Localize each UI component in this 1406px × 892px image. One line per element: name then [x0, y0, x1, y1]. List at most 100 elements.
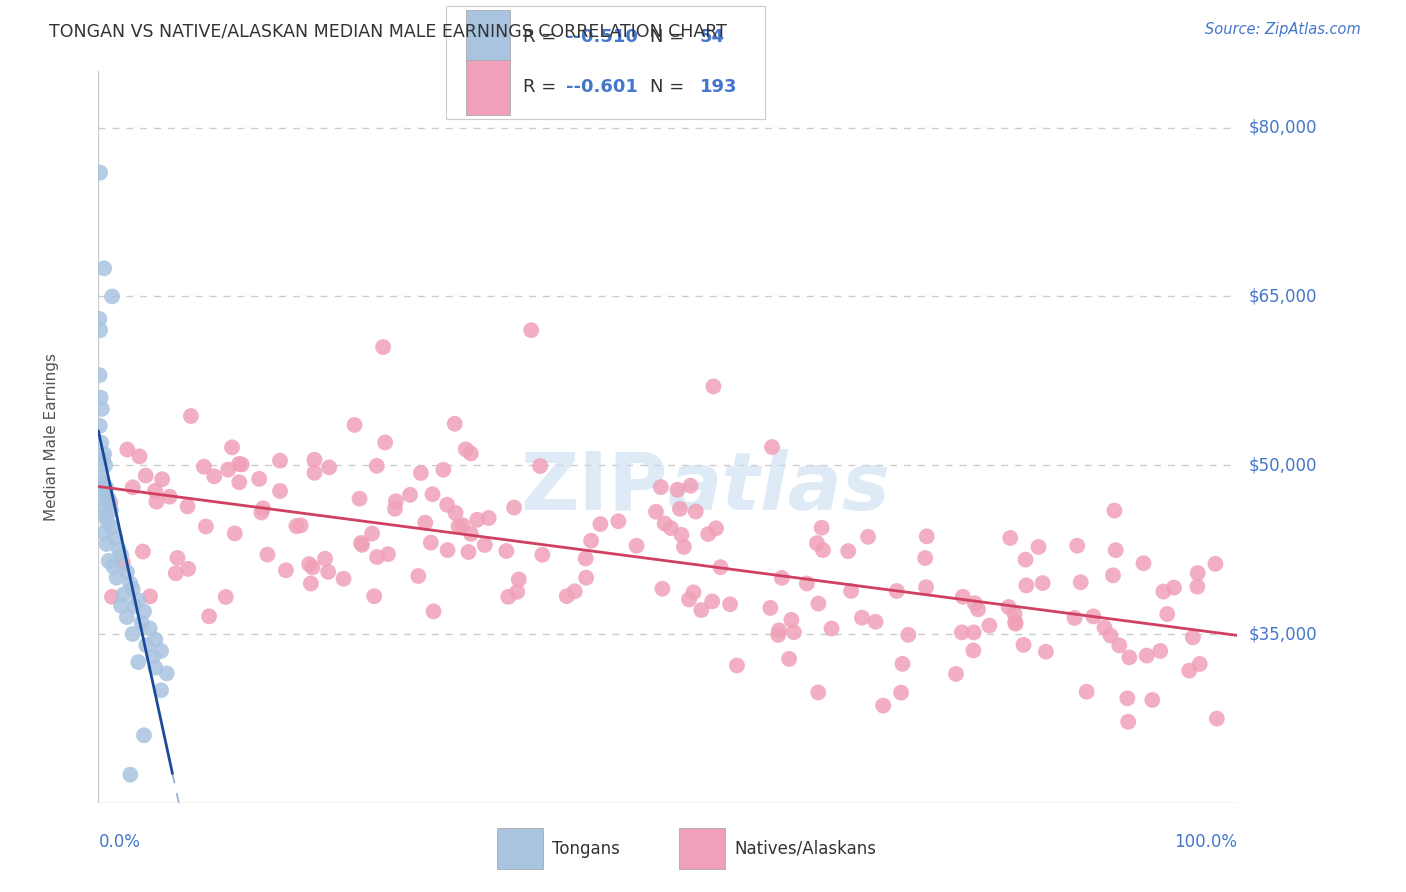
Point — [422, 487, 444, 501]
Point — [115, 565, 138, 579]
Point — [131, 615, 153, 630]
Point — [768, 628, 790, 642]
Point — [503, 500, 526, 515]
Point — [1136, 648, 1159, 663]
Point — [290, 518, 312, 533]
Point — [645, 505, 668, 519]
Point — [298, 557, 321, 571]
Point — [1187, 566, 1209, 580]
Point — [228, 457, 250, 471]
Text: $80,000: $80,000 — [1249, 119, 1317, 136]
Point — [215, 590, 238, 604]
Point — [1188, 657, 1211, 671]
Point — [256, 548, 278, 562]
Point — [856, 530, 879, 544]
Point — [697, 527, 720, 541]
Point — [1205, 712, 1227, 726]
Point — [143, 483, 166, 498]
Text: ZIP: ZIP — [520, 449, 668, 526]
Text: 54: 54 — [700, 29, 724, 46]
Point — [90, 391, 112, 405]
Point — [121, 582, 143, 596]
Point — [224, 526, 246, 541]
Point — [1149, 644, 1171, 658]
Point — [495, 544, 517, 558]
Point — [575, 551, 598, 566]
Point — [385, 494, 408, 508]
Point — [979, 618, 1001, 632]
Point — [451, 518, 474, 533]
Point — [671, 528, 693, 542]
Point — [679, 479, 702, 493]
Text: Source: ZipAtlas.com: Source: ZipAtlas.com — [1205, 22, 1361, 37]
Point — [89, 418, 111, 433]
Point — [1012, 638, 1035, 652]
Point — [915, 580, 938, 594]
Text: Median Male Earnings: Median Male Earnings — [44, 353, 59, 521]
Point — [444, 506, 467, 520]
Text: Tongans: Tongans — [551, 840, 620, 858]
Point — [709, 560, 731, 574]
Point — [778, 652, 800, 666]
Point — [142, 649, 165, 664]
Point — [820, 622, 842, 636]
Point — [1076, 685, 1098, 699]
Point — [399, 488, 422, 502]
Point — [316, 565, 339, 579]
Point — [93, 447, 115, 461]
Point — [332, 572, 354, 586]
FancyBboxPatch shape — [467, 10, 509, 65]
Text: $35,000: $35,000 — [1249, 625, 1317, 643]
Point — [145, 632, 167, 647]
Point — [1104, 503, 1126, 517]
Point — [1032, 576, 1054, 591]
Point — [1063, 611, 1085, 625]
Point — [361, 526, 384, 541]
Point — [90, 401, 112, 416]
Point — [156, 666, 179, 681]
Point — [962, 643, 984, 657]
Point — [120, 767, 142, 781]
Point — [96, 515, 118, 529]
Point — [891, 657, 914, 671]
Point — [247, 472, 270, 486]
Point — [1132, 556, 1154, 570]
Point — [89, 368, 111, 383]
Point — [1083, 609, 1105, 624]
Point — [150, 472, 173, 486]
Point — [127, 655, 149, 669]
Point — [150, 683, 173, 698]
Point — [120, 576, 142, 591]
Point — [1187, 580, 1209, 594]
Point — [91, 452, 114, 467]
Point — [1070, 575, 1092, 590]
Point — [783, 625, 806, 640]
Point — [1004, 607, 1026, 621]
Point — [669, 501, 692, 516]
Point — [768, 624, 790, 638]
Point — [1094, 620, 1116, 634]
Point — [796, 576, 818, 591]
Point — [457, 545, 479, 559]
Point — [460, 446, 482, 460]
Point — [650, 480, 672, 494]
Point — [1028, 540, 1050, 554]
Text: --0.510: --0.510 — [567, 29, 638, 46]
Point — [967, 602, 990, 616]
Point — [366, 458, 388, 473]
Point — [890, 686, 912, 700]
Point — [839, 584, 862, 599]
Point — [851, 610, 873, 624]
Point — [127, 593, 149, 607]
Point — [678, 592, 700, 607]
Point — [112, 588, 135, 602]
Point — [807, 597, 830, 611]
Point — [98, 495, 121, 509]
Point — [422, 604, 444, 618]
Point — [1000, 531, 1022, 545]
Point — [94, 458, 117, 473]
Point — [89, 323, 111, 337]
Text: atlas: atlas — [668, 449, 890, 526]
Point — [725, 658, 748, 673]
Point — [111, 556, 134, 570]
